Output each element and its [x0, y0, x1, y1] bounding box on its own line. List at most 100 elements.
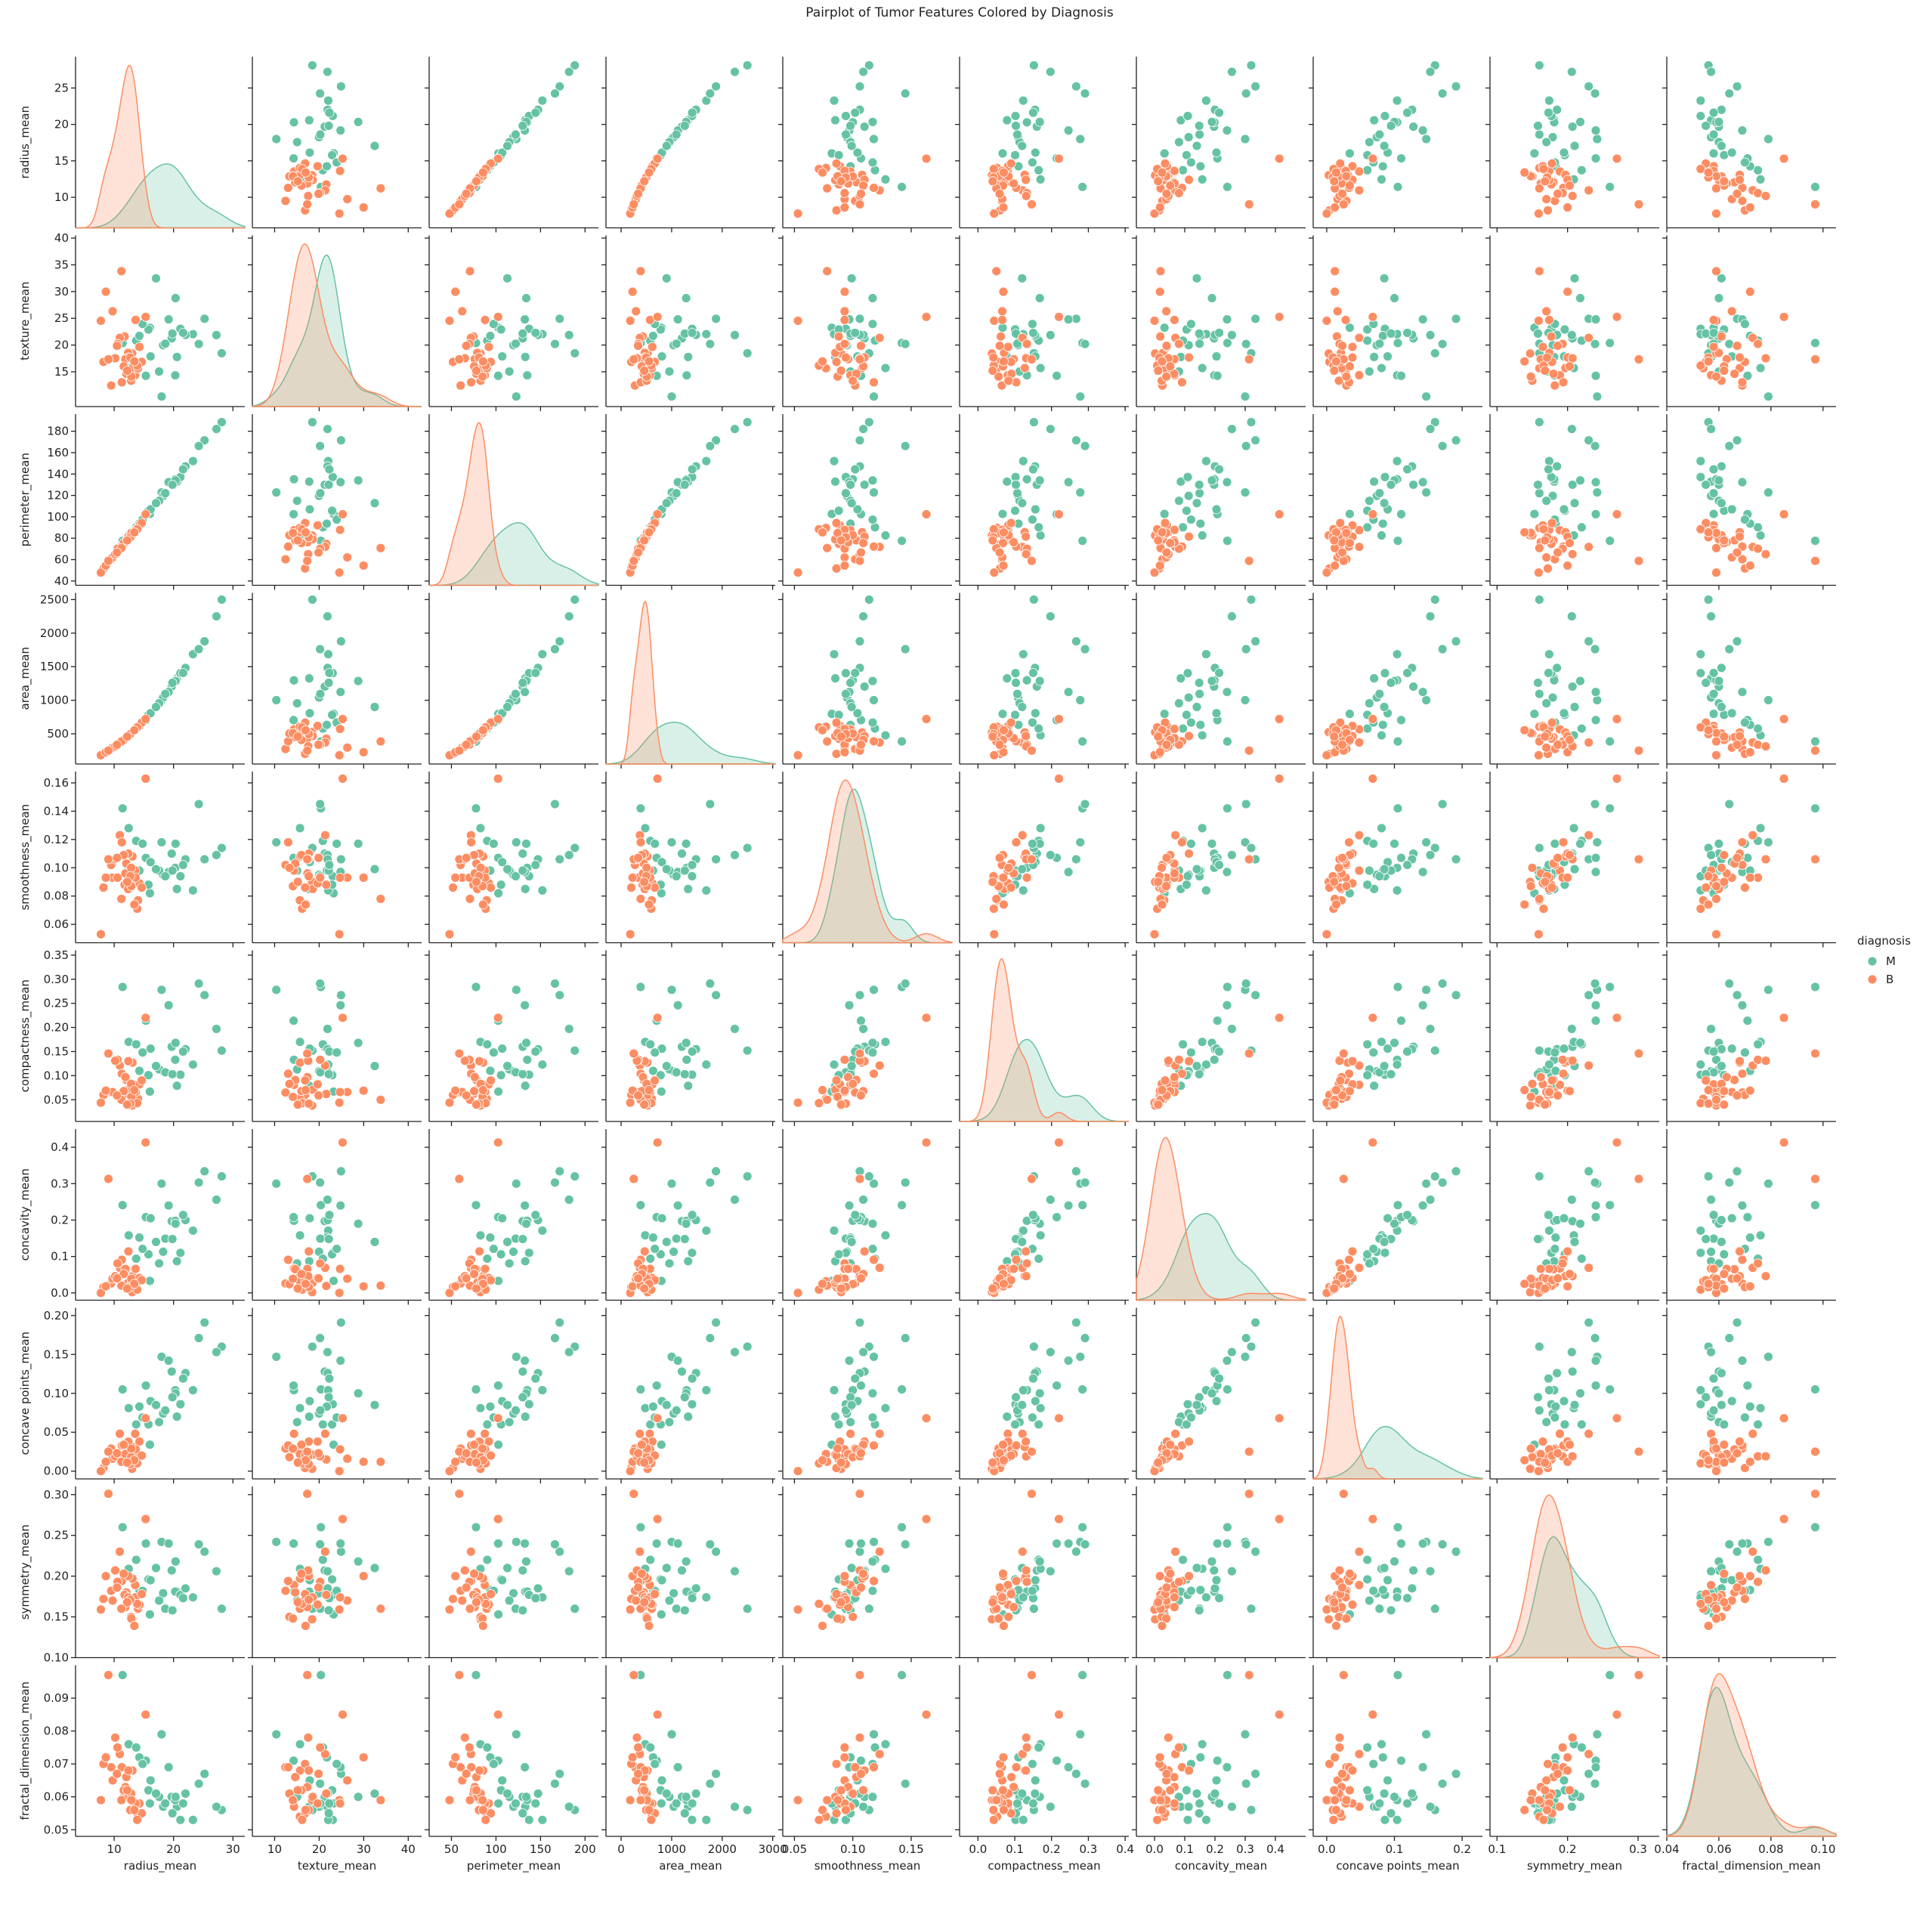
scatter-point	[314, 1274, 323, 1283]
scatter-point	[1725, 645, 1734, 654]
scatter-point	[857, 1016, 866, 1025]
scatter-point	[1422, 135, 1431, 144]
panel	[955, 414, 1129, 590]
scatter-point	[1696, 650, 1705, 659]
scatter-point	[1012, 838, 1021, 847]
y-tick-label: 0.15	[44, 1044, 69, 1058]
scatter-point	[1569, 824, 1578, 833]
scatter-point	[626, 1098, 635, 1107]
scatter-point	[1396, 371, 1405, 380]
scatter-point	[1241, 392, 1250, 401]
scatter-point	[1711, 568, 1720, 577]
scatter-point	[130, 900, 139, 909]
scatter-point	[141, 510, 150, 519]
scatter-point	[793, 316, 802, 325]
scatter-point	[138, 1076, 147, 1085]
scatter-point	[171, 839, 180, 848]
scatter-point	[304, 477, 314, 486]
scatter-point	[702, 886, 711, 895]
scatter-point	[335, 1467, 344, 1476]
scatter-point	[1567, 425, 1576, 434]
scatter-point	[113, 1274, 122, 1283]
scatter-point	[172, 1257, 181, 1266]
scatter-point	[1155, 203, 1164, 212]
scatter-point	[1451, 1167, 1461, 1176]
scatter-point	[151, 499, 160, 508]
scatter-point	[657, 1087, 666, 1096]
scatter-point	[486, 1402, 495, 1411]
scatter-point	[743, 348, 752, 357]
scatter-point	[489, 1048, 498, 1057]
scatter-point	[467, 838, 476, 847]
panel	[601, 1308, 775, 1484]
scatter-point	[855, 436, 864, 445]
panel	[425, 1308, 598, 1484]
scatter-point	[471, 1100, 481, 1109]
scatter-point	[1541, 536, 1550, 545]
scatter-point	[990, 930, 999, 939]
scatter-point	[864, 1172, 873, 1181]
scatter-point	[702, 1060, 711, 1069]
scatter-point	[1244, 746, 1253, 755]
scatter-point	[818, 1086, 827, 1095]
scatter-point	[1738, 1069, 1747, 1078]
scatter-point	[1365, 866, 1374, 875]
scatter-point	[1733, 1091, 1742, 1100]
scatter-point	[178, 1211, 187, 1220]
scatter-point	[1396, 853, 1405, 862]
scatter-point	[1185, 732, 1194, 741]
scatter-point	[462, 189, 471, 198]
scatter-point	[1438, 89, 1447, 98]
scatter-point	[1426, 612, 1435, 621]
scatter-point	[293, 1458, 302, 1467]
scatter-point	[538, 1386, 547, 1395]
scatter-point	[1704, 168, 1713, 177]
scatter-point	[305, 709, 314, 718]
scatter-point	[1570, 499, 1579, 508]
scatter-point	[1054, 1138, 1063, 1147]
scatter-point	[1539, 165, 1548, 174]
scatter-point	[868, 1219, 877, 1228]
y-tick-label: 0.3	[51, 1177, 69, 1190]
scatter-point	[834, 1250, 843, 1259]
scatter-point	[688, 465, 697, 474]
scatter-point	[1154, 877, 1163, 886]
scatter-point	[857, 548, 866, 557]
scatter-point	[1542, 743, 1551, 752]
scatter-point	[1553, 853, 1563, 862]
scatter-point	[336, 1356, 345, 1366]
scatter-point	[875, 1061, 884, 1070]
scatter-point	[212, 330, 221, 339]
scatter-point	[855, 556, 864, 565]
scatter-point	[1709, 342, 1718, 351]
scatter-point	[898, 737, 907, 746]
scatter-point	[1711, 930, 1720, 939]
scatter-point	[124, 1056, 133, 1066]
scatter-point	[118, 982, 127, 991]
scatter-point	[847, 703, 856, 712]
scatter-point	[1338, 741, 1347, 750]
scatter-point	[834, 150, 843, 159]
scatter-point	[101, 1086, 110, 1095]
scatter-point	[995, 189, 1004, 198]
scatter-point	[1251, 314, 1260, 323]
scatter-point	[1590, 800, 1600, 809]
scatter-point	[1377, 731, 1386, 740]
panel	[778, 951, 952, 1127]
scatter-point	[1380, 703, 1389, 712]
scatter-point	[138, 1048, 147, 1057]
scatter-point	[712, 314, 721, 323]
scatter-point	[636, 1201, 645, 1210]
scatter-point	[304, 116, 314, 125]
scatter-point	[1192, 1062, 1201, 1071]
scatter-point	[493, 1013, 502, 1022]
scatter-point	[335, 750, 344, 759]
scatter-point	[1071, 855, 1080, 864]
scatter-point	[1733, 189, 1742, 198]
scatter-point	[901, 979, 910, 988]
scatter-point	[1158, 863, 1167, 872]
scatter-point	[1378, 519, 1387, 528]
panel	[1132, 1129, 1306, 1305]
scatter-point	[831, 116, 840, 125]
scatter-point	[1709, 668, 1718, 677]
